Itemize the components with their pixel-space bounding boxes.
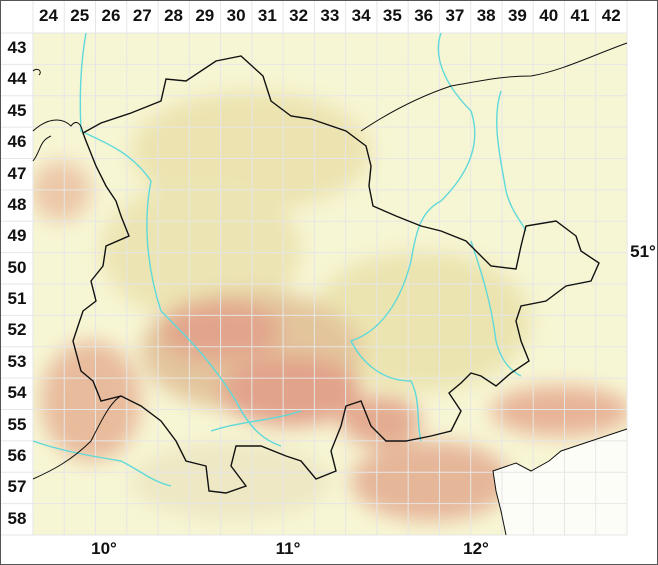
grid-column-label: 36 <box>414 6 434 25</box>
longitude-label-10: 10° <box>91 539 117 558</box>
grid-row-label: 57 <box>7 477 27 497</box>
grid-row-label: 54 <box>7 383 27 403</box>
national-border <box>360 42 628 132</box>
grid-row-label: 46 <box>7 132 27 152</box>
longitude-label-12: 12° <box>463 539 489 558</box>
grid-row-label: 51 <box>7 289 27 308</box>
grid-column-label: 40 <box>539 6 559 25</box>
grid-lines <box>1 1 628 536</box>
grid-column-label: 34 <box>351 6 371 25</box>
grid-column-label: 27 <box>132 6 152 25</box>
grid-row-label: 45 <box>7 100 27 120</box>
river <box>210 410 302 432</box>
grid-row-label: 58 <box>7 508 27 528</box>
grid-row-label: 56 <box>7 445 27 465</box>
grid-column-label: 31 <box>257 6 277 25</box>
grid-row-label: 47 <box>7 163 27 183</box>
river <box>350 32 476 442</box>
river <box>470 240 522 377</box>
grid-row-label: 50 <box>7 257 27 277</box>
river <box>496 90 527 232</box>
longitude-label-11: 11° <box>275 539 301 558</box>
national-border <box>32 395 122 480</box>
national-border <box>492 428 628 536</box>
grid-row-label: 52 <box>7 320 27 340</box>
grid-column-label: 29 <box>195 6 215 25</box>
grid-column-label: 35 <box>382 6 402 25</box>
grid-column-label: 30 <box>226 6 246 25</box>
river <box>32 440 172 487</box>
grid-row-label: 44 <box>7 69 27 89</box>
grid-column-label: 33 <box>320 6 340 25</box>
borders <box>32 42 628 536</box>
grid-row-label: 49 <box>7 226 27 246</box>
grid-row-label: 48 <box>7 194 27 214</box>
grid-column-label: 37 <box>445 6 465 25</box>
outside-area <box>493 429 627 535</box>
state-border <box>72 55 600 494</box>
latitude-label-51: 51° <box>630 242 656 261</box>
grid-column-label: 25 <box>70 6 90 25</box>
national-border <box>32 68 84 162</box>
grid-row-label: 55 <box>7 414 27 434</box>
grid-row-label: 53 <box>7 351 27 371</box>
river <box>79 32 282 447</box>
rivers <box>32 32 527 487</box>
grid-column-label: 41 <box>570 6 590 25</box>
grid-column-label: 38 <box>476 6 496 25</box>
grid-column-label: 39 <box>507 6 527 25</box>
grid-column-label: 26 <box>101 6 121 25</box>
grid-column-label: 32 <box>289 6 309 25</box>
grid-column-label: 24 <box>39 6 58 25</box>
grid-column-label: 42 <box>601 6 621 25</box>
grid-row-label: 43 <box>7 38 27 57</box>
grid-column-label: 28 <box>164 6 183 25</box>
